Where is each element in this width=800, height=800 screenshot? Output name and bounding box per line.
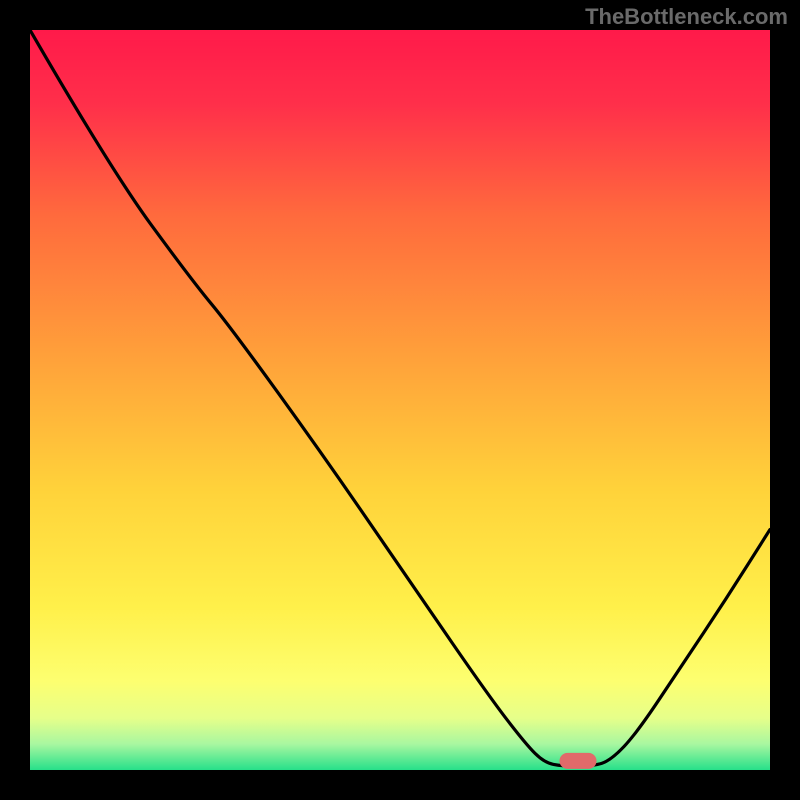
optimal-marker bbox=[559, 753, 596, 769]
bottleneck-curve-svg bbox=[30, 30, 770, 770]
chart-frame: TheBottleneck.com bbox=[0, 0, 800, 800]
plot-area bbox=[30, 30, 770, 770]
bottleneck-curve bbox=[30, 30, 770, 766]
watermark-text: TheBottleneck.com bbox=[585, 4, 788, 30]
